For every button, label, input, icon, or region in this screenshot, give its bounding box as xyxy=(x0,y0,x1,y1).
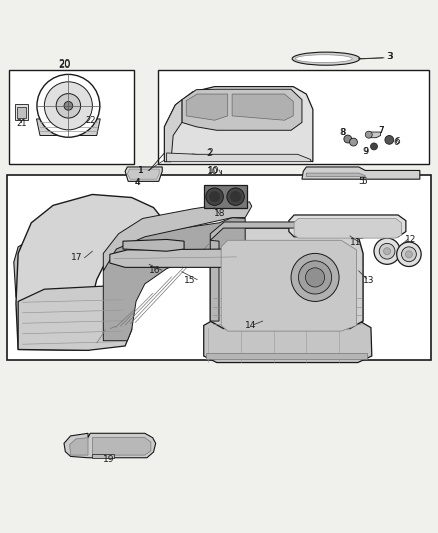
Circle shape xyxy=(365,131,372,138)
Text: 18: 18 xyxy=(214,209,226,218)
Text: 21: 21 xyxy=(16,119,27,128)
Polygon shape xyxy=(166,153,311,161)
Text: 10: 10 xyxy=(208,166,219,175)
Circle shape xyxy=(379,244,395,259)
Circle shape xyxy=(402,247,417,262)
Text: 16: 16 xyxy=(149,266,161,276)
Polygon shape xyxy=(294,219,402,238)
Text: 7: 7 xyxy=(378,126,383,135)
Polygon shape xyxy=(103,217,245,341)
Circle shape xyxy=(209,191,220,202)
Polygon shape xyxy=(206,353,367,359)
Bar xyxy=(14,103,28,120)
Polygon shape xyxy=(125,167,162,181)
Text: 2: 2 xyxy=(208,149,213,157)
Polygon shape xyxy=(36,119,100,135)
Polygon shape xyxy=(64,433,155,458)
Circle shape xyxy=(374,238,400,264)
Polygon shape xyxy=(14,234,49,302)
Bar xyxy=(7,175,431,360)
Circle shape xyxy=(206,188,223,205)
Polygon shape xyxy=(232,94,293,120)
Text: 9: 9 xyxy=(364,147,369,156)
Polygon shape xyxy=(18,286,132,350)
Bar xyxy=(158,70,428,164)
Text: 4: 4 xyxy=(134,178,140,187)
Text: 1: 1 xyxy=(138,166,144,175)
Circle shape xyxy=(227,188,244,205)
Text: 3: 3 xyxy=(387,52,393,61)
Text: 12: 12 xyxy=(406,235,417,244)
Polygon shape xyxy=(110,249,239,268)
Polygon shape xyxy=(16,195,162,350)
Circle shape xyxy=(37,75,100,138)
Ellipse shape xyxy=(295,55,352,62)
Circle shape xyxy=(384,248,391,255)
Text: 15: 15 xyxy=(184,276,195,285)
Polygon shape xyxy=(368,132,381,138)
Polygon shape xyxy=(103,202,252,271)
Polygon shape xyxy=(221,240,357,331)
Text: 10: 10 xyxy=(207,167,218,176)
Circle shape xyxy=(344,135,352,143)
Polygon shape xyxy=(210,222,363,240)
Text: 7: 7 xyxy=(378,126,384,135)
Bar xyxy=(10,70,134,164)
Text: 17: 17 xyxy=(71,253,83,262)
Circle shape xyxy=(64,101,73,110)
Text: 1: 1 xyxy=(138,166,144,175)
Circle shape xyxy=(397,242,421,266)
Polygon shape xyxy=(289,215,406,237)
Text: 6: 6 xyxy=(394,137,400,146)
Ellipse shape xyxy=(292,52,360,65)
Text: 8: 8 xyxy=(341,127,346,136)
Text: 3: 3 xyxy=(386,52,392,61)
Text: 20: 20 xyxy=(58,59,70,69)
Text: 22: 22 xyxy=(85,116,95,125)
Polygon shape xyxy=(204,318,372,362)
Text: 5: 5 xyxy=(361,177,367,186)
Polygon shape xyxy=(186,94,228,120)
Text: 9: 9 xyxy=(363,147,368,156)
Polygon shape xyxy=(210,228,363,328)
Circle shape xyxy=(56,94,81,118)
Circle shape xyxy=(350,138,357,146)
Circle shape xyxy=(385,135,394,144)
Polygon shape xyxy=(164,100,182,161)
Text: 4: 4 xyxy=(134,177,140,187)
Circle shape xyxy=(230,191,241,202)
Text: 2: 2 xyxy=(207,149,212,158)
Circle shape xyxy=(44,82,92,130)
Polygon shape xyxy=(302,167,420,179)
Bar xyxy=(204,185,247,207)
Text: 19: 19 xyxy=(103,455,115,464)
Polygon shape xyxy=(182,89,302,130)
Text: 6: 6 xyxy=(393,138,399,147)
Polygon shape xyxy=(127,169,159,179)
Circle shape xyxy=(406,251,413,258)
Polygon shape xyxy=(92,438,151,455)
Text: 13: 13 xyxy=(363,276,374,285)
Bar xyxy=(17,107,25,118)
Text: 11: 11 xyxy=(350,238,361,247)
Polygon shape xyxy=(92,454,114,458)
Circle shape xyxy=(371,143,378,150)
Text: 5: 5 xyxy=(358,177,364,186)
Circle shape xyxy=(291,253,339,302)
Text: 14: 14 xyxy=(245,321,256,330)
Polygon shape xyxy=(164,87,313,161)
Polygon shape xyxy=(70,438,88,455)
Polygon shape xyxy=(210,240,219,321)
Text: 20: 20 xyxy=(58,60,70,70)
Circle shape xyxy=(298,261,332,294)
Text: 8: 8 xyxy=(340,127,346,136)
Polygon shape xyxy=(306,173,365,176)
Polygon shape xyxy=(123,239,184,251)
Circle shape xyxy=(305,268,325,287)
